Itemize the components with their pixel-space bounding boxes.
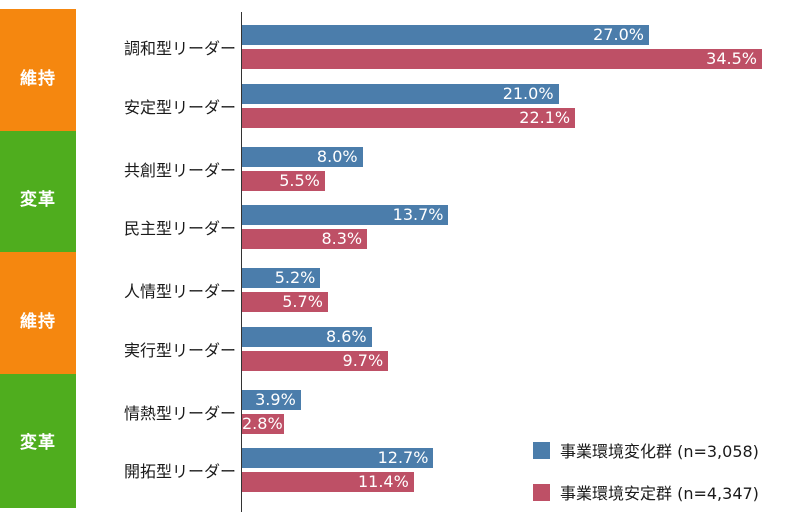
bar-change xyxy=(242,448,434,468)
group-label-iji-2: 維持 xyxy=(0,252,76,387)
data-label-stable: 8.3% xyxy=(321,229,363,248)
data-label-change: 3.9% xyxy=(255,389,296,409)
y-axis-line xyxy=(241,12,242,512)
data-label-change: 12.7% xyxy=(377,448,429,467)
data-label-stable: 2.8% xyxy=(242,413,283,433)
bar-stable xyxy=(242,229,368,249)
data-label-change: 13.7% xyxy=(392,205,444,224)
legend-label-change: 事業環境変化群 (n=3,058) xyxy=(560,442,759,461)
legend-swatch-stable xyxy=(533,483,550,501)
bar-change xyxy=(242,205,449,225)
legend-label-stable: 事業環境安定群 (n=4,347) xyxy=(560,484,759,503)
category-label: 開拓型リーダー xyxy=(123,462,236,481)
group-label-iji-1: 維持 xyxy=(0,9,76,144)
legend-swatch-change xyxy=(533,441,550,459)
data-label-stable: 9.7% xyxy=(342,350,384,370)
bar-stable xyxy=(242,49,762,69)
group-label-henkaku-1: 変革 xyxy=(0,130,76,265)
data-label-change: 5.2% xyxy=(274,268,316,287)
bar-change xyxy=(242,25,649,45)
bar-change xyxy=(242,83,559,104)
category-label: 実行型リーダー xyxy=(123,340,236,360)
bar-change xyxy=(242,326,372,347)
data-label-stable: 22.1% xyxy=(519,107,571,127)
bar-stable xyxy=(242,107,576,128)
bar-change xyxy=(242,268,321,288)
data-label-change: 8.6% xyxy=(325,326,367,346)
category-label: 人情型リーダー xyxy=(123,282,236,301)
bar-stable xyxy=(242,350,389,371)
data-label-stable: 5.7% xyxy=(282,292,323,311)
bar-stable xyxy=(242,413,285,434)
legend-item-change: 事業環境変化群 (n=3,058) xyxy=(533,438,759,462)
bar-stable xyxy=(242,292,328,312)
category-label: 民主型リーダー xyxy=(123,219,236,238)
data-label-change: 21.0% xyxy=(502,83,554,103)
bar-stable xyxy=(242,472,414,492)
data-label-stable: 11.4% xyxy=(357,472,409,491)
legend-item-stable: 事業環境安定群 (n=4,347) xyxy=(533,480,759,504)
category-label: 調和型リーダー xyxy=(123,39,236,58)
data-label-stable: 5.5% xyxy=(279,170,320,190)
group-label-henkaku-2: 変革 xyxy=(0,373,76,508)
data-label-change: 27.0% xyxy=(593,25,644,44)
bar-change xyxy=(242,389,301,410)
bar-stable xyxy=(242,170,325,191)
data-label-change: 8.0% xyxy=(316,146,358,166)
data-label-stable: 34.5% xyxy=(706,49,757,68)
bar-change xyxy=(242,146,363,167)
category-label: 共創型リーダー xyxy=(123,160,236,180)
category-label: 安定型リーダー xyxy=(123,97,236,117)
category-label: 情熱型リーダー xyxy=(123,403,236,423)
